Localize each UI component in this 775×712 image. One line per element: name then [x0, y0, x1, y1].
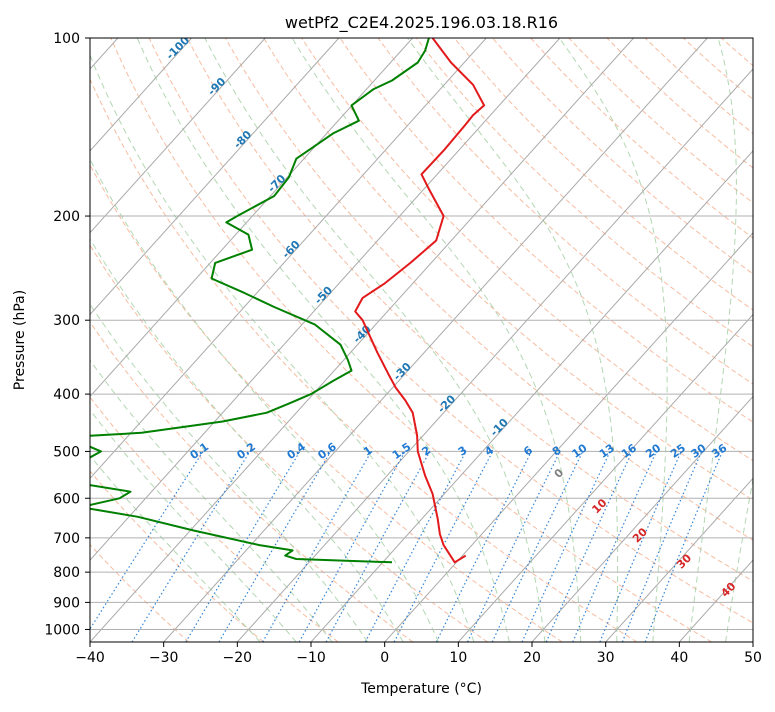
x-tick-label: −10	[296, 650, 326, 666]
chart-title: wetPf2_C2E4.2025.196.03.18.R16	[285, 13, 558, 33]
mixing-ratio-line	[326, 451, 430, 642]
dry-adiabat-line	[645, 38, 775, 642]
y-tick-label: 400	[53, 387, 80, 403]
x-tick-label: 0	[380, 650, 389, 666]
y-tick-label: 600	[53, 491, 80, 507]
x-tick-label: 10	[449, 650, 467, 666]
moist-adiabat-label: 10	[589, 496, 609, 516]
dry-adiabat-line	[378, 38, 775, 642]
x-tick-label: 40	[670, 650, 688, 666]
moist-adiabat-line	[726, 38, 775, 642]
isotherm-line	[0, 38, 413, 642]
x-tick-label: 30	[597, 650, 615, 666]
mixing-ratio-line	[622, 451, 701, 642]
mixing-ratio-label: 0.1	[188, 440, 211, 462]
isotherm-line	[753, 38, 775, 642]
isotherm-line	[0, 38, 265, 642]
mixing-ratio-label: 25	[668, 441, 688, 460]
dry-adiabat-line	[683, 38, 775, 642]
x-tick-label: 50	[744, 650, 762, 666]
y-tick-label: 500	[53, 444, 80, 460]
y-tick-label: 200	[53, 209, 80, 225]
isotherm-line	[385, 38, 775, 642]
y-tick-label: 300	[53, 313, 80, 329]
x-tick-label: −30	[149, 650, 179, 666]
y-tick-label: 1000	[44, 622, 80, 638]
mixing-ratio-line	[600, 451, 681, 642]
mixing-ratio-label: 10	[570, 441, 590, 461]
dry-adiabat-line	[0, 38, 189, 642]
y-tick-label: 100	[53, 31, 80, 47]
mixing-ratio-label: 0.4	[285, 440, 309, 462]
dry-adiabat-line	[264, 38, 775, 642]
mixing-ratio-line	[82, 451, 203, 642]
isotherm-line	[237, 38, 775, 642]
dry-adiabat-line	[569, 38, 775, 642]
isotherm-label: -50	[312, 284, 335, 307]
x-tick-label: −20	[223, 650, 253, 666]
y-axis-label: Pressure (hPa)	[12, 290, 28, 390]
x-axis-label: Temperature (°C)	[360, 681, 482, 697]
temperature-profile-line	[355, 38, 484, 562]
moist-adiabat-label: 30	[674, 551, 694, 571]
isotherm-line	[0, 38, 486, 642]
mixing-ratio-line	[365, 451, 466, 642]
mixing-ratio-line	[573, 451, 657, 642]
mixing-ratio-label: 0.6	[315, 440, 339, 462]
dry-adiabat-line	[225, 38, 775, 642]
moist-adiabat-line	[83, 38, 474, 642]
x-tick-label: 20	[523, 650, 541, 666]
isotherm-label: -10	[488, 416, 511, 439]
y-tick-label: 900	[53, 595, 80, 611]
mixing-ratio-label: 1.5	[390, 440, 413, 462]
dry-adiabat-line	[531, 38, 775, 642]
moist-adiabat-line	[14, 74, 403, 642]
mixing-ratio-line	[186, 451, 300, 642]
mixing-ratio-line	[492, 451, 583, 642]
mixing-ratio-label: 20	[643, 441, 663, 461]
moist-adiabat-line	[689, 38, 736, 642]
moist-adiabat-label: 40	[718, 579, 738, 599]
mixing-ratio-label: 30	[689, 441, 709, 461]
x-tick-label: −40	[75, 650, 105, 666]
y-tick-label: 800	[53, 565, 80, 581]
mixing-ratio-line	[645, 451, 722, 642]
mixing-ratio-line	[299, 451, 405, 642]
dry-adiabat-line	[607, 38, 775, 642]
moist-adiabat-label: 20	[630, 525, 650, 545]
moist-adiabat-line	[137, 38, 509, 642]
moist-adiabat-label: 0	[552, 466, 567, 481]
moist-adiabat-line	[0, 151, 296, 642]
isotherm-line	[311, 38, 775, 642]
mixing-ratio-line	[522, 451, 610, 642]
mixing-ratio-line	[468, 451, 561, 642]
isotherm-label: -80	[231, 128, 254, 151]
plot-frame	[90, 38, 753, 642]
isotherm-label: -60	[280, 238, 303, 261]
y-tick-label: 700	[53, 531, 80, 547]
dry-adiabat-line	[0, 38, 413, 642]
isotherm-label: -20	[435, 392, 458, 415]
dry-adiabat-line	[111, 38, 712, 642]
isotherm-line	[16, 38, 560, 642]
dry-adiabat-line	[0, 38, 264, 642]
isotherm-label: -40	[351, 322, 374, 345]
isotherm-line	[606, 38, 775, 642]
